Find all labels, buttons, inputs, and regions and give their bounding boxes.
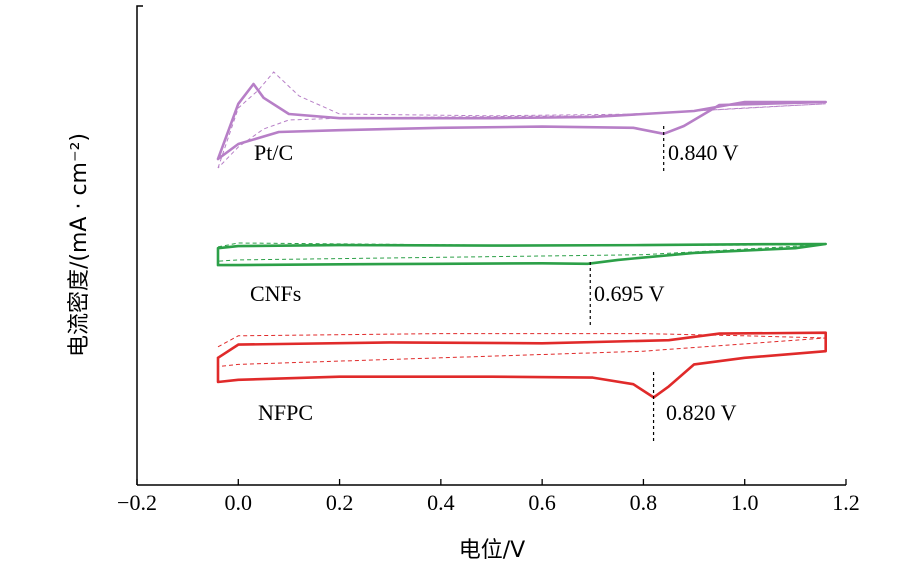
x-tick-label: 0.0 — [225, 490, 253, 515]
curve-label-pt-c: Pt/C — [254, 140, 293, 165]
markers-layer — [589, 126, 665, 442]
curve-label-cnfs: CNFs — [250, 281, 301, 306]
x-tick-label: 0.2 — [326, 490, 354, 515]
curves-layer — [216, 71, 827, 399]
peak-label-cnfs: 0.695 V — [594, 281, 665, 306]
series-nfpc-reference-dashed — [217, 333, 826, 368]
peak-label-pt-c: 0.840 V — [668, 140, 739, 165]
peak-label-nfpc: 0.820 V — [666, 400, 737, 425]
curve-labels: Pt/C 0.840 V CNFs 0.695 V NFPC 0.820 V — [250, 140, 739, 425]
y-axis-title: 电流密度/(mA · cm⁻²) — [67, 133, 92, 357]
x-tick-label: −0.2 — [117, 490, 157, 515]
y-axis-line — [136, 5, 143, 485]
series-cnfs-cv-loop — [216, 242, 827, 267]
x-axis-title: 电位/V — [459, 538, 525, 563]
series-pt-c-cv-loop — [216, 82, 827, 161]
x-tick-label: 1.0 — [731, 490, 759, 515]
series-nfpc-cv-loop — [216, 331, 827, 399]
x-tick-label: 1.2 — [832, 490, 860, 515]
series-nfpc — [216, 331, 827, 399]
axes — [136, 5, 846, 486]
x-ticks: −0.2 0.0 0.2 0.4 0.6 0.8 1.0 1.2 — [117, 479, 860, 515]
x-tick-label: 0.8 — [630, 490, 658, 515]
series-pt-c-reference-dashed — [217, 71, 826, 169]
x-tick-label: 0.6 — [528, 490, 556, 515]
series-cnfs — [216, 242, 827, 267]
series-pt-c — [216, 71, 827, 169]
x-tick-label: 0.4 — [427, 490, 455, 515]
curve-label-nfpc: NFPC — [258, 400, 313, 425]
